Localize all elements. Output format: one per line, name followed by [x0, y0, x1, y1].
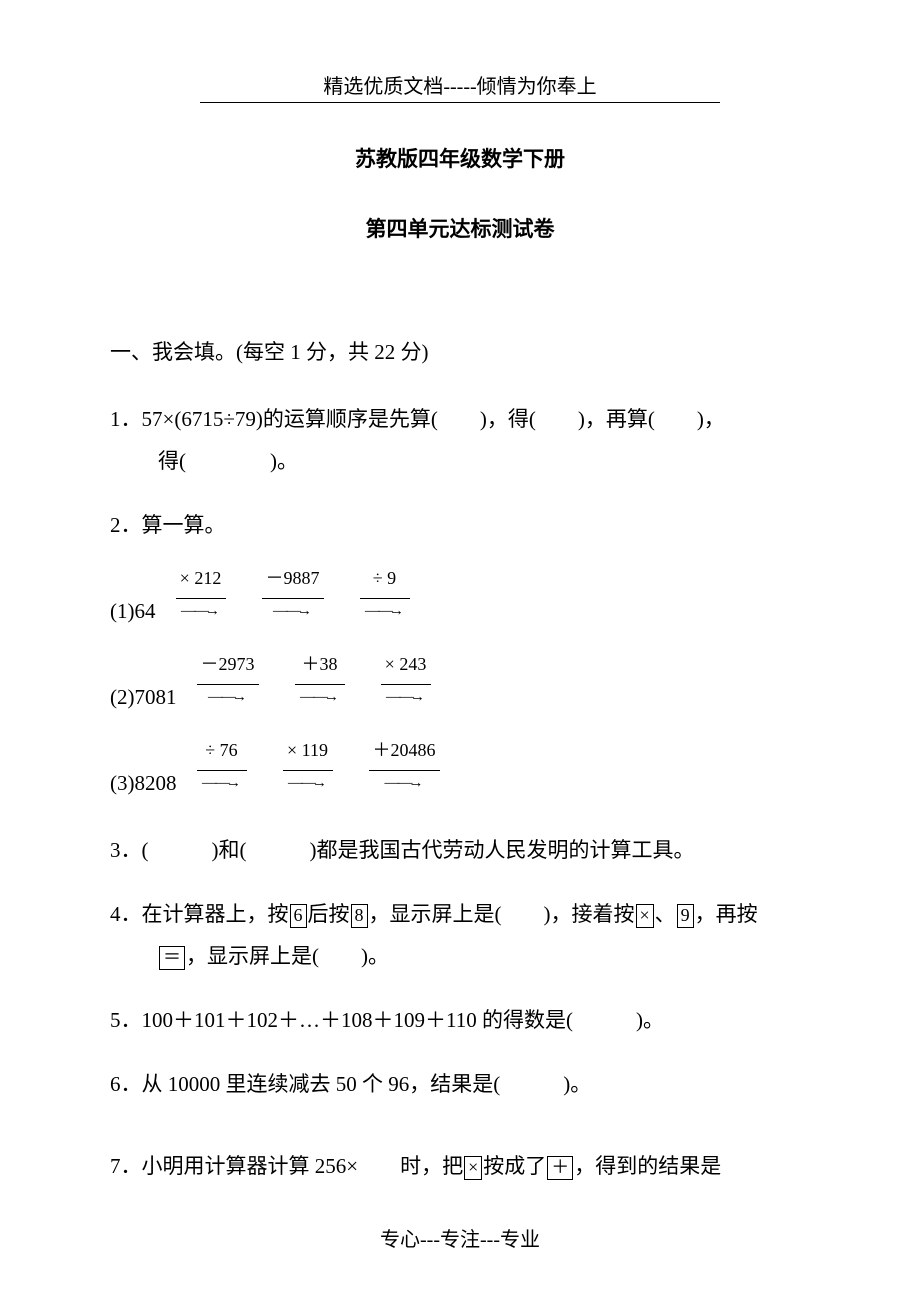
arrow: ——→ [208, 682, 247, 712]
arrow: ——→ [181, 596, 220, 626]
question-1: 1．57×(6715÷79)的运算顺序是先算( )，得( )，再算( )， 得(… [110, 398, 810, 482]
key-6: 6 [290, 904, 307, 928]
arrow: ——→ [300, 682, 339, 712]
q7-part3: ，得到的结果是 [574, 1154, 721, 1178]
q4-part6: ，显示屏上是( )。 [186, 944, 389, 968]
q7-part2: 按成了 [483, 1154, 546, 1178]
question-3: 3．( )和( )都是我国古代劳动人民发明的计算工具。 [110, 829, 810, 871]
arrow-op: × 243 ——→ [381, 646, 431, 712]
arrow: ——→ [365, 596, 404, 626]
q2-row-2: (2)7081 －2973 ——→ ＋38 ——→ × 243 ——→ [110, 652, 810, 718]
header-underline [200, 102, 720, 103]
key-multiply: × [464, 1156, 482, 1180]
q2-row-3: (3)8208 ÷ 76 ——→ × 119 ——→ ＋20486 ——→ [110, 738, 810, 804]
op-text: ＋38 [295, 646, 345, 685]
q2-row-1: (1)64 × 212 ——→ －9887 ——→ ÷ 9 ——→ [110, 566, 810, 632]
arrow-op: × 212 ——→ [176, 560, 226, 626]
main-title: 苏教版四年级数学下册 [110, 143, 810, 173]
q4-part2: 后按 [308, 902, 350, 926]
page-header: 精选优质文档-----倾情为你奉上 [110, 70, 810, 99]
q1-line2: 得( )。 [110, 440, 810, 482]
op-text: × 212 [176, 560, 226, 599]
arrow: ——→ [385, 768, 424, 798]
key-plus: ＋ [547, 1156, 573, 1180]
op-text: ÷ 76 [197, 732, 247, 771]
op-text: －2973 [197, 646, 259, 685]
q2-row3-label: (3)8208 [110, 762, 177, 804]
op-text: × 243 [381, 646, 431, 685]
op-text: －9887 [262, 560, 324, 599]
question-7: 7．小明用计算器计算 256× 时，把×按成了＋，得到的结果是 [110, 1145, 810, 1187]
question-4: 4．在计算器上，按6后按8，显示屏上是( )，接着按×、9，再按 ＝，显示屏上是… [110, 893, 810, 977]
q2-row1-label: (1)64 [110, 590, 156, 632]
q1-line1: 1．57×(6715÷79)的运算顺序是先算( )，得( )，再算( )， [110, 398, 810, 440]
question-2: 2．算一算。 (1)64 × 212 ——→ －9887 ——→ ÷ 9 ——→… [110, 504, 810, 804]
arrow-op: ＋20486 ——→ [369, 732, 440, 798]
key-multiply: × [636, 904, 654, 928]
key-equals: ＝ [159, 946, 185, 970]
page-footer: 专心---专注---专业 [0, 1223, 920, 1252]
question-6: 6．从 10000 里连续减去 50 个 96，结果是( )。 [110, 1063, 810, 1105]
arrow-op: －2973 ——→ [197, 646, 259, 712]
op-text: × 119 [283, 732, 333, 771]
arrow: ——→ [288, 768, 327, 798]
question-5: 5．100＋101＋102＋…＋108＋109＋110 的得数是( )。 [110, 999, 810, 1041]
key-8: 8 [351, 904, 368, 928]
q2-label: 2．算一算。 [110, 504, 810, 546]
op-text: ＋20486 [369, 732, 440, 771]
arrow-op: × 119 ——→ [283, 732, 333, 798]
arrow: ——→ [386, 682, 425, 712]
section-1-heading: 一、我会填。(每空 1 分，共 22 分) [110, 333, 810, 373]
arrow-op: ÷ 76 ——→ [197, 732, 247, 798]
arrow: ——→ [202, 768, 241, 798]
key-9: 9 [677, 904, 694, 928]
subtitle: 第四单元达标测试卷 [110, 213, 810, 243]
arrow-op: ÷ 9 ——→ [360, 560, 410, 626]
q4-part1: 4．在计算器上，按 [110, 902, 289, 926]
q2-row2-label: (2)7081 [110, 676, 177, 718]
q7-part1: 7．小明用计算器计算 256× 时，把 [110, 1154, 463, 1178]
q4-part3: ，显示屏上是( )，接着按 [369, 902, 635, 926]
arrow-op: ＋38 ——→ [295, 646, 345, 712]
arrow: ——→ [273, 596, 312, 626]
q4-part5: ，再按 [695, 902, 758, 926]
op-text: ÷ 9 [360, 560, 410, 599]
q4-part4: 、 [655, 902, 676, 926]
arrow-op: －9887 ——→ [262, 560, 324, 626]
